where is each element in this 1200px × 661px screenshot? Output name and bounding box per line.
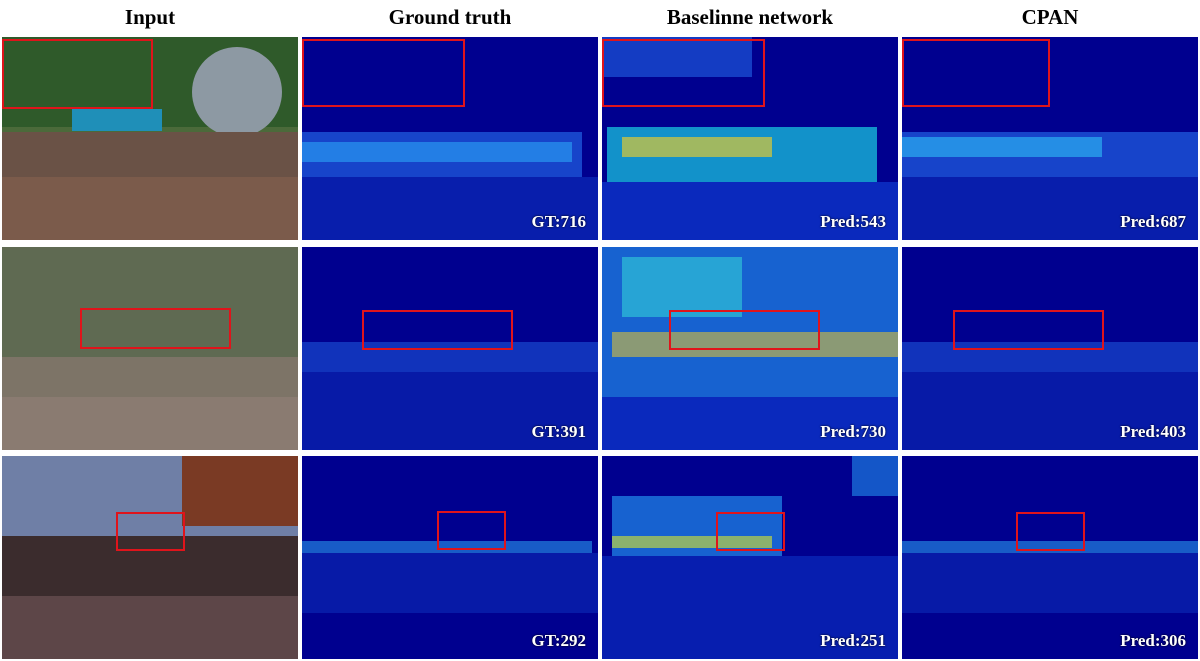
baseline-map-row2: Pred:730 [602, 247, 898, 450]
baseline-count-label: Pred:730 [820, 422, 886, 441]
roi-box [602, 39, 765, 107]
cpan-count-label: Pred:403 [1120, 422, 1186, 441]
roi-box [902, 39, 1050, 107]
cpan-count-label: Pred:306 [1120, 631, 1186, 650]
roi-box [437, 511, 506, 550]
density-map [902, 247, 1198, 450]
roi-box [362, 310, 513, 350]
density-map [902, 456, 1198, 659]
roi-box [669, 310, 820, 350]
ground-truth-map-row1: GT:716 [302, 37, 598, 240]
input-image-row3 [2, 456, 298, 659]
ground-truth-map-row2: GT:391 [302, 247, 598, 450]
gt-count-label: GT:716 [531, 212, 586, 231]
cpan-count-label: Pred:687 [1120, 212, 1186, 231]
column-header-input: Input [124, 5, 176, 29]
density-map [302, 456, 598, 659]
input-image-row2 [2, 247, 298, 450]
column-header-cpan: CPAN [1021, 5, 1079, 29]
gt-count-label: GT:292 [531, 631, 586, 650]
density-map [602, 456, 898, 659]
density-map [602, 247, 898, 450]
baseline-count-label: Pred:543 [820, 212, 886, 231]
baseline-map-row1: Pred:543 [602, 37, 898, 240]
input-image-row1 [2, 37, 298, 240]
roi-box [80, 308, 231, 349]
density-map [302, 37, 598, 240]
crowd-photo-1 [2, 37, 298, 240]
column-header-ground-truth: Ground truth [388, 5, 512, 29]
column-header-baseline: Baselinne network [666, 5, 834, 29]
cpan-map-row2: Pred:403 [902, 247, 1198, 450]
density-map [602, 37, 898, 240]
baseline-count-label: Pred:251 [820, 631, 886, 650]
crowd-photo-3 [2, 456, 298, 659]
roi-box [302, 39, 465, 107]
baseline-map-row3: Pred:251 [602, 456, 898, 659]
roi-box [116, 512, 185, 551]
roi-box [1016, 512, 1085, 551]
cpan-map-row3: Pred:306 [902, 456, 1198, 659]
density-map [902, 37, 1198, 240]
crowd-photo-2 [2, 247, 298, 450]
roi-box [953, 310, 1104, 350]
ground-truth-map-row3: GT:292 [302, 456, 598, 659]
cpan-map-row1: Pred:687 [902, 37, 1198, 240]
roi-box [2, 39, 153, 109]
roi-box [716, 512, 785, 551]
gt-count-label: GT:391 [531, 422, 586, 441]
